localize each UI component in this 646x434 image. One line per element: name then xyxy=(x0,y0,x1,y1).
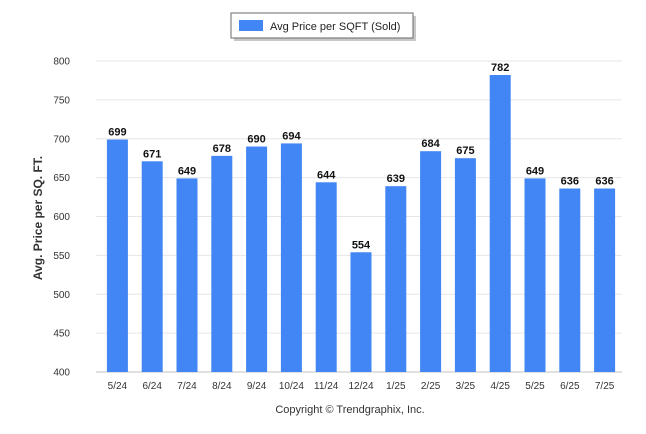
bar-value-label: 694 xyxy=(282,130,301,142)
x-tick-label: 5/24 xyxy=(108,381,128,392)
bar-value-label: 636 xyxy=(561,176,579,188)
x-tick-label: 2/25 xyxy=(421,381,441,392)
x-tick-label: 3/25 xyxy=(456,381,476,392)
bar-value-label: 690 xyxy=(247,134,265,146)
x-tick-label: 7/24 xyxy=(177,381,197,392)
bar xyxy=(315,182,337,372)
x-tick-label: 7/25 xyxy=(595,381,615,392)
bar xyxy=(420,151,442,372)
bars xyxy=(106,74,616,373)
x-tick-label: 6/25 xyxy=(560,381,580,392)
bar-value-label: 699 xyxy=(108,127,126,139)
y-tick-label: 650 xyxy=(53,173,70,184)
y-tick-label: 600 xyxy=(53,212,70,223)
y-tick-label: 400 xyxy=(53,368,70,379)
legend: Avg Price per SQFT (Sold) xyxy=(230,12,416,41)
bar xyxy=(489,74,511,373)
y-tick-label: 450 xyxy=(53,329,70,340)
x-tick-label: 6/24 xyxy=(142,381,162,392)
bar xyxy=(106,139,128,372)
bar xyxy=(280,143,302,372)
x-tick-label: 1/25 xyxy=(386,381,406,392)
x-tick-label: 11/24 xyxy=(314,381,339,392)
y-axis-ticks: 400 450 500 550 600 650 700 750 800 xyxy=(53,57,70,379)
bar xyxy=(524,178,546,372)
bar xyxy=(594,188,616,372)
bar xyxy=(246,146,268,372)
y-tick-label: 550 xyxy=(53,251,70,262)
x-tick-label: 10/24 xyxy=(279,381,304,392)
bar xyxy=(350,252,372,372)
x-tick-label: 5/25 xyxy=(525,381,545,392)
bar-value-label: 649 xyxy=(178,165,196,177)
x-tick-label: 4/25 xyxy=(490,381,510,392)
bar-value-label: 671 xyxy=(143,148,161,160)
bar xyxy=(385,186,407,372)
bar xyxy=(454,158,476,372)
plot-area: 400 450 500 550 600 650 700 750 800 699 671 649 678… xyxy=(53,57,622,392)
x-tick-label: 12/24 xyxy=(348,381,373,392)
bar xyxy=(176,178,198,372)
bar-value-label: 782 xyxy=(491,62,509,74)
y-tick-label: 500 xyxy=(53,290,70,301)
bar xyxy=(559,188,581,372)
y-tick-label: 750 xyxy=(53,95,70,106)
bar-value-label: 675 xyxy=(456,145,474,157)
bar-value-label: 554 xyxy=(352,239,371,251)
bar-value-label: 649 xyxy=(526,165,544,177)
value-labels: 699 671 649 678 690 694 644 554 639 684 675 782 649 6… xyxy=(108,62,614,251)
y-axis-title: Avg. Price per SQ. FT. xyxy=(31,156,45,280)
x-tick-label: 8/24 xyxy=(212,381,232,392)
bar-value-label: 636 xyxy=(595,176,613,188)
bar xyxy=(211,155,233,372)
y-tick-label: 700 xyxy=(53,134,70,145)
legend-label: Avg Price per SQFT (Sold) xyxy=(270,21,400,33)
copyright-text: Copyright © Trendgraphix, Inc. xyxy=(275,404,424,416)
x-axis-ticks: 5/24 6/24 7/24 8/24 9/24 10/24 11/24 12/24 1/25 2… xyxy=(108,381,615,392)
y-tick-label: 800 xyxy=(53,57,70,68)
bar-value-label: 684 xyxy=(421,138,440,150)
bar xyxy=(141,161,163,372)
bar-value-label: 644 xyxy=(317,169,336,181)
x-tick-label: 9/24 xyxy=(247,381,267,392)
legend-swatch xyxy=(239,20,263,31)
bar-value-label: 678 xyxy=(213,143,231,155)
bar-value-label: 639 xyxy=(387,173,405,185)
